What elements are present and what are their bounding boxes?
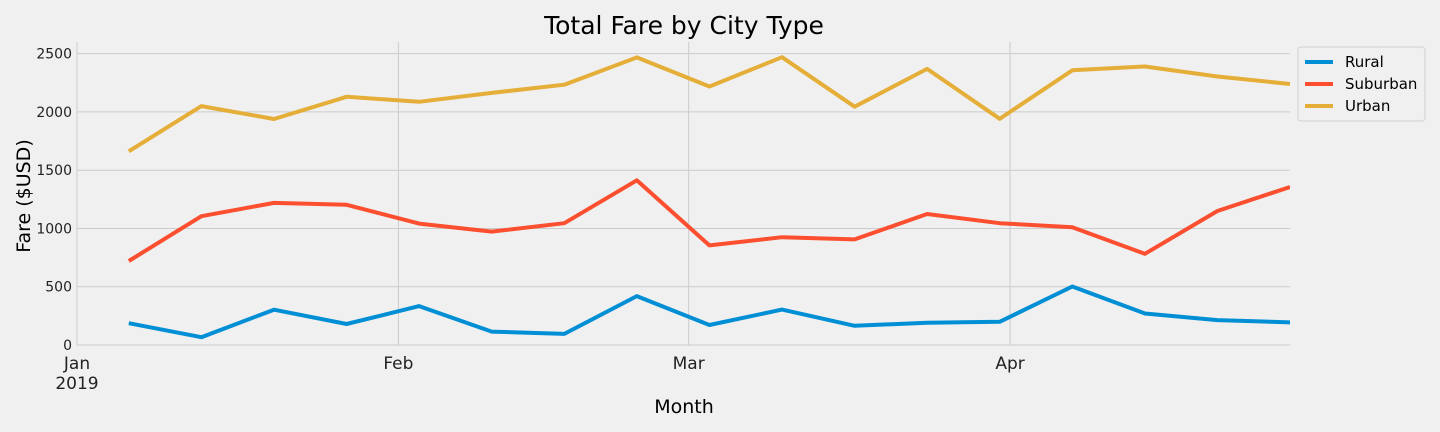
legend-box xyxy=(1297,46,1426,122)
legend-label: Urban xyxy=(1345,97,1390,115)
y-tick-label: 2500 xyxy=(36,47,72,63)
y-tick-label: 0 xyxy=(63,338,72,354)
series-line-suburban xyxy=(127,178,1290,263)
y-tick-labels: 0 500 1000 1500 2000 2500 xyxy=(36,47,72,354)
x-axis-label: Month xyxy=(654,396,714,418)
legend-label: Suburban xyxy=(1345,75,1417,93)
x-tick-label: Apr xyxy=(995,354,1024,374)
series-line-urban xyxy=(127,55,1290,153)
y-axis-label: Fare ($USD) xyxy=(13,139,35,252)
x-tick-label: Feb xyxy=(383,354,413,374)
grid xyxy=(76,42,1290,346)
legend: Rural Suburban Urban xyxy=(1297,46,1426,122)
legend-label: Rural xyxy=(1345,53,1384,71)
y-tick-label: 500 xyxy=(45,280,72,296)
x-tick-label: Jan xyxy=(63,354,90,374)
x-tick-label: Mar xyxy=(673,354,705,374)
chart-title: Total Fare by City Type xyxy=(543,11,824,40)
series-line-rural xyxy=(128,284,1290,340)
series-lines xyxy=(127,55,1290,340)
y-tick-label: 2000 xyxy=(36,105,72,121)
x-tick-sublabel: 2019 xyxy=(55,374,98,394)
y-tick-label: 1000 xyxy=(36,221,72,237)
y-tick-label: 1500 xyxy=(36,163,72,179)
